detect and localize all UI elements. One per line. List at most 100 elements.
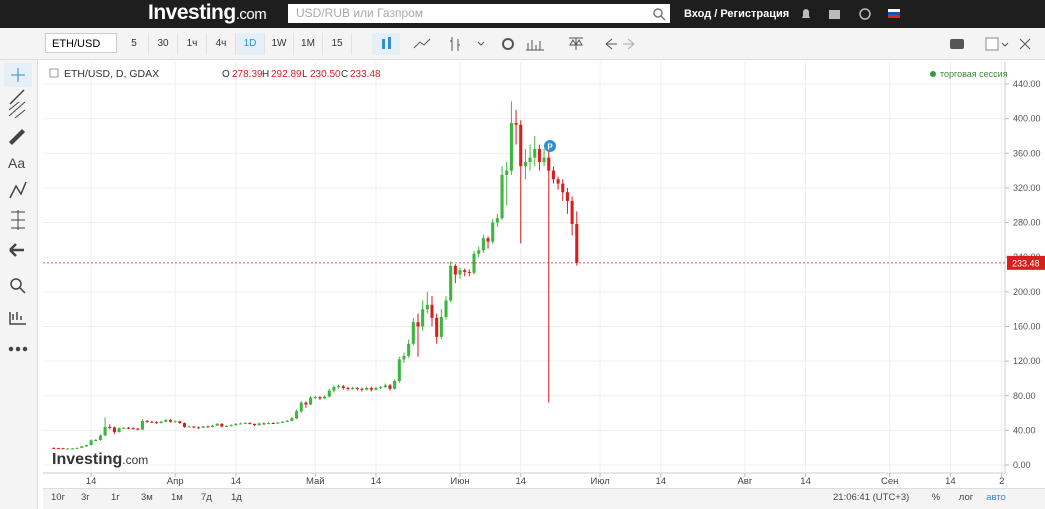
zoom-tool[interactable] [10,278,22,290]
fib-tool[interactable] [8,101,26,119]
candle-body [374,387,378,390]
legend-key: H [262,69,269,80]
candle-body [495,218,499,223]
candle-body [313,397,317,399]
line-type-button[interactable] [413,38,431,49]
clock-icon[interactable] [859,8,871,20]
candle-body [248,423,252,425]
candle-body [528,157,532,162]
candle-body [290,418,294,421]
scale-option[interactable]: авто [986,492,1006,503]
candle-body [444,300,448,317]
candle-body [397,359,401,382]
candle-body [178,421,182,424]
scale-option[interactable]: лог [958,492,974,503]
candle-type-button[interactable] [372,33,400,55]
range-button[interactable]: 3г [81,492,90,503]
layout-button[interactable] [985,37,999,51]
candle-body [89,440,93,446]
search-icon[interactable] [652,7,666,21]
measure-tool[interactable] [11,210,25,230]
candle-body [140,420,145,430]
scale-options: % лог авто [921,492,1011,503]
drawing-toolbar: Aa [0,60,38,509]
range-button[interactable]: 7д [201,492,212,503]
back-tool[interactable] [9,243,24,257]
candle-body [253,423,257,426]
candle-body [154,422,159,424]
candle-body [52,447,56,449]
candle-body [467,271,471,273]
interval-button[interactable]: 30 [149,33,178,55]
range-button[interactable]: 1м [171,492,183,503]
candle-body [66,448,70,450]
last-price-label: 233.48 [1012,258,1040,268]
bell-icon[interactable] [802,9,810,18]
more-tools[interactable] [8,346,14,352]
logo-main: Investing [148,1,236,24]
candle-body [234,423,238,426]
symbol-input[interactable]: ETH/USD [45,33,117,53]
settings-button[interactable] [502,38,514,50]
session-label: торговая сессия [940,69,1008,79]
interval-button[interactable]: 5 [120,33,149,55]
candle-body [383,385,387,388]
legend-key: L [302,69,308,80]
y-tick-label: 400.00 [1013,114,1041,124]
drawing-tools: Aa [4,63,32,352]
collapse-icon[interactable] [49,68,59,78]
brush-tool[interactable] [8,128,26,146]
range-button[interactable]: 3м [141,492,153,503]
undo-button[interactable] [605,38,617,50]
range-button[interactable]: 1г [111,492,120,503]
candle-body [238,423,243,425]
interval-button[interactable]: 4ч [207,33,236,55]
candle-body [164,420,168,422]
indicators-button[interactable] [526,40,544,51]
legend-symbol: ETH/USD, D, GDAX [64,68,159,80]
interval-button[interactable]: 1W [265,33,294,55]
interval-button[interactable]: 15 [323,33,352,55]
pattern-tool[interactable] [9,181,27,199]
candle-body [388,385,392,389]
candle-body [112,427,116,433]
range-button[interactable]: 10г [51,492,66,503]
last-price-tag [1007,255,1045,270]
candle-body [257,423,261,426]
portfolio-icon[interactable] [829,10,840,19]
watermark: Investing.com [52,451,148,468]
flag-icon[interactable] [888,9,900,12]
range-button[interactable]: 1д [231,492,242,503]
candle-body [505,170,509,175]
login-link[interactable]: Вход / Регистрация [684,8,790,20]
interval-button[interactable]: 1D [236,33,265,55]
logo[interactable]: Investing.com [148,1,267,25]
candle-body [136,428,140,430]
candle-body [187,426,191,428]
toolbar-icons [372,33,1031,55]
dropdown[interactable] [477,41,485,46]
interval-button[interactable]: 1М [294,33,323,55]
line-tool[interactable] [9,89,25,105]
candle-body [416,322,420,327]
candle-body [220,423,224,427]
bar-type-button[interactable] [450,37,460,51]
header-icons [802,8,900,20]
x-tick-label: 14 [371,476,382,487]
candle-body [304,402,308,405]
candle-body [309,397,313,405]
event-marker[interactable] [544,140,556,152]
text-tool[interactable]: Aa [8,155,25,171]
candle-body [369,387,373,390]
candle-body [453,265,457,275]
scale-option[interactable]: % [931,492,941,503]
compare-button[interactable] [569,37,583,50]
fullscreen-button[interactable] [1019,38,1031,50]
y-tick-label: 320.00 [1013,183,1041,193]
candle-body [561,183,565,193]
search-input[interactable]: USD/RUB или Газпром [288,4,670,23]
screenshot-button[interactable] [950,39,964,49]
scale-tool[interactable] [9,312,26,325]
interval-button[interactable]: 1ч [178,33,207,55]
redo-button[interactable] [623,38,635,50]
